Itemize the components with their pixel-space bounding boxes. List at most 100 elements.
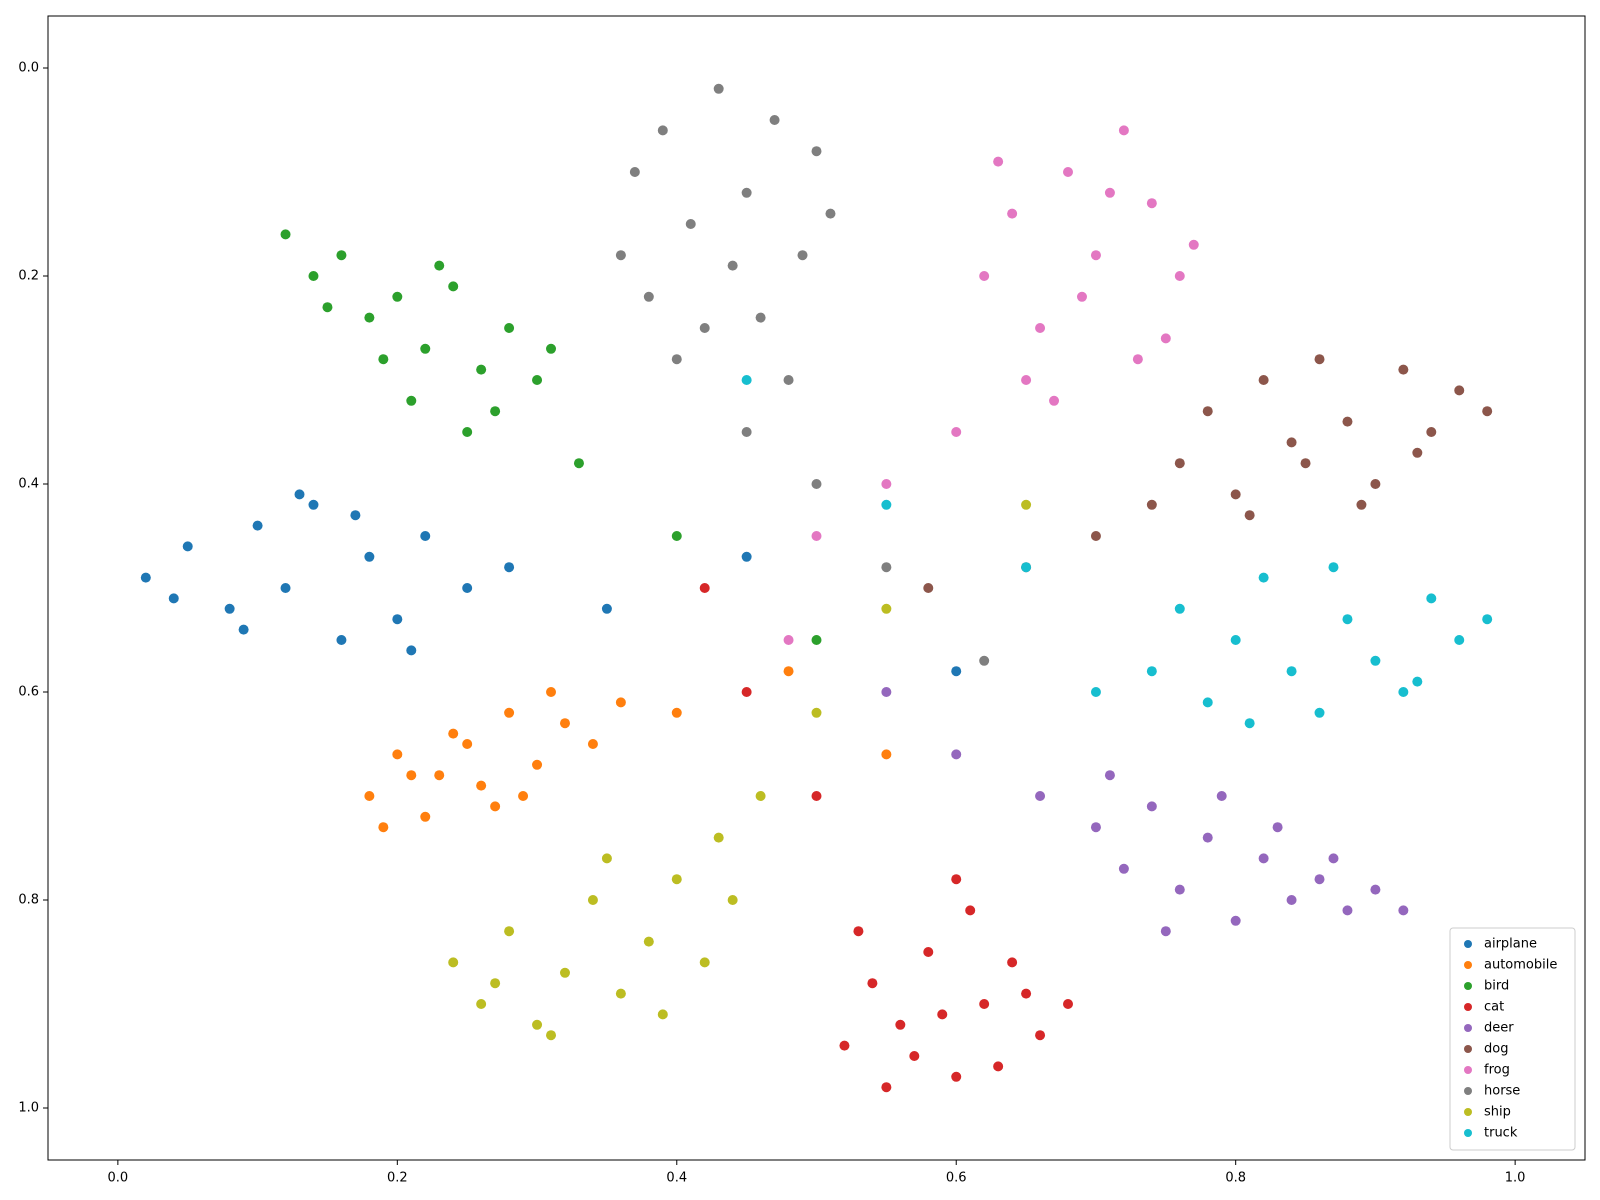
point xyxy=(1104,770,1115,781)
point xyxy=(741,551,752,562)
point xyxy=(546,687,557,697)
point xyxy=(1035,323,1046,333)
x-tick-label: 0.0 xyxy=(108,1171,129,1186)
x-tick-label: 0.2 xyxy=(387,1171,408,1186)
point xyxy=(1063,167,1074,177)
point xyxy=(587,895,598,905)
point xyxy=(308,271,319,281)
point xyxy=(825,208,836,219)
point xyxy=(1146,801,1157,812)
point xyxy=(322,302,333,313)
point xyxy=(615,697,626,708)
point xyxy=(1063,999,1074,1009)
point xyxy=(1482,406,1493,417)
point xyxy=(294,489,305,500)
legend-label: frog xyxy=(1484,1063,1510,1078)
point xyxy=(1314,707,1325,718)
point xyxy=(462,583,473,593)
point xyxy=(1160,926,1171,937)
point xyxy=(546,1030,557,1041)
point xyxy=(1202,697,1213,708)
point xyxy=(1328,853,1339,864)
point xyxy=(1035,791,1046,801)
point xyxy=(1007,957,1018,968)
point xyxy=(559,967,570,978)
y-tick-label: 0.6 xyxy=(18,685,39,700)
point xyxy=(783,635,794,645)
point xyxy=(811,531,822,541)
point xyxy=(699,957,710,968)
point xyxy=(448,728,459,739)
point xyxy=(951,874,962,885)
point xyxy=(420,531,431,541)
point xyxy=(378,354,389,365)
point xyxy=(1314,874,1325,885)
point xyxy=(532,375,543,385)
point xyxy=(1482,614,1493,625)
point xyxy=(406,770,417,781)
point xyxy=(741,375,752,385)
point xyxy=(532,1019,543,1030)
point xyxy=(741,187,752,198)
legend-marker xyxy=(1464,1003,1472,1011)
point xyxy=(1090,822,1101,833)
point xyxy=(1454,635,1465,645)
point xyxy=(1398,687,1409,697)
point xyxy=(909,1051,920,1061)
point xyxy=(364,791,375,801)
point xyxy=(1174,884,1185,895)
legend-label: airplane xyxy=(1484,937,1537,952)
y-tick-label: 0.2 xyxy=(18,269,39,284)
point xyxy=(769,115,780,125)
point xyxy=(532,759,543,770)
point xyxy=(1007,208,1018,219)
point xyxy=(490,406,501,417)
point xyxy=(1454,385,1465,396)
point xyxy=(867,978,878,989)
legend-marker xyxy=(1464,1108,1472,1116)
point xyxy=(601,603,612,614)
point xyxy=(951,749,962,760)
point xyxy=(811,791,822,801)
point xyxy=(573,458,584,469)
point xyxy=(937,1009,948,1020)
point xyxy=(671,874,682,885)
point xyxy=(671,531,682,541)
legend-marker xyxy=(1464,1129,1472,1137)
point xyxy=(755,312,766,323)
point xyxy=(671,707,682,718)
point xyxy=(1160,333,1171,344)
point xyxy=(657,1009,668,1020)
point xyxy=(811,479,822,489)
point xyxy=(476,999,487,1009)
point xyxy=(490,801,501,812)
point xyxy=(1398,905,1409,916)
point xyxy=(378,822,389,833)
point xyxy=(629,167,640,177)
y-tick-label: 0.4 xyxy=(18,477,39,492)
point xyxy=(434,770,445,781)
point xyxy=(1328,562,1339,573)
y-tick-label: 1.0 xyxy=(18,1101,39,1116)
plot-frame xyxy=(47,15,1586,1161)
point xyxy=(1174,271,1185,281)
point xyxy=(1426,593,1437,604)
point xyxy=(1258,572,1269,583)
point xyxy=(1230,635,1241,645)
point xyxy=(643,291,654,302)
point xyxy=(741,687,752,697)
point xyxy=(1188,239,1199,250)
x-tick-label: 0.4 xyxy=(666,1171,687,1186)
point xyxy=(1286,437,1297,448)
point xyxy=(392,291,403,302)
point xyxy=(280,229,291,240)
point xyxy=(1118,863,1129,874)
point xyxy=(1202,832,1213,843)
point xyxy=(559,718,570,729)
point xyxy=(1370,479,1381,489)
point xyxy=(1021,988,1032,999)
point xyxy=(238,624,249,635)
point xyxy=(1342,905,1353,916)
point xyxy=(979,999,990,1009)
